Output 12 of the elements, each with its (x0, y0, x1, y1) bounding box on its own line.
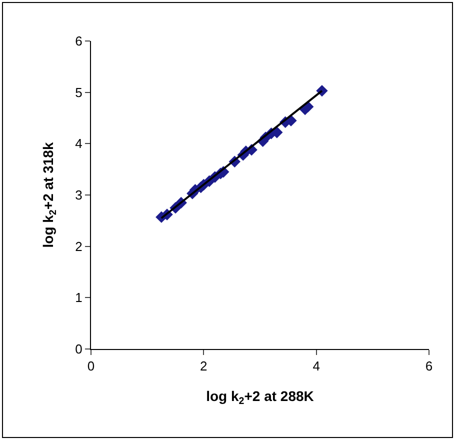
x-tick-label: 0 (87, 358, 95, 374)
x-axis-title: log k$_{2}$+2 at 288K (206, 388, 314, 407)
y-tick-label: 5 (75, 84, 82, 100)
x-tick-label: 2 (200, 358, 208, 374)
x-tick-label: 6 (425, 358, 433, 374)
x-tick-label: 4 (312, 358, 320, 374)
y-tick-label: 1 (75, 290, 82, 306)
y-tick-label: 0 (75, 342, 82, 357)
y-tick-label: 3 (75, 188, 82, 203)
y-tick-label: 2 (75, 238, 82, 254)
y-tick-label: 4 (75, 136, 82, 152)
y-tick-label: 6 (75, 34, 82, 49)
